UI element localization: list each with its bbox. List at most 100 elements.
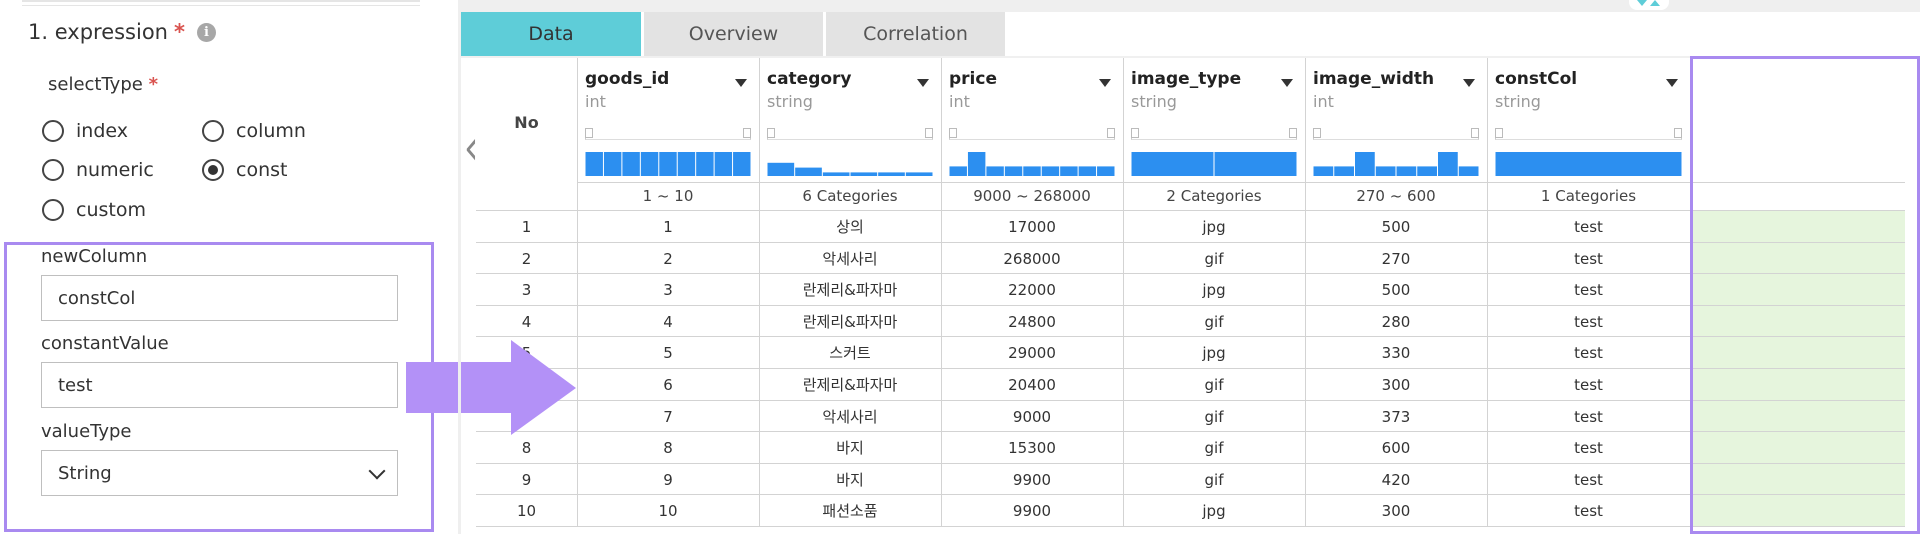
histogram-bar <box>585 152 603 176</box>
table-cell: 300 <box>1381 502 1411 521</box>
histogram-bar <box>949 166 967 176</box>
radio-circle-icon[interactable] <box>42 199 64 221</box>
range-slider[interactable] <box>949 128 1115 140</box>
select-type-label: selectType * <box>48 74 158 95</box>
column-header-0[interactable]: goods_id int 1 ~ 10 <box>577 58 759 210</box>
panel-splitter[interactable] <box>458 0 461 534</box>
table-row[interactable]: 9 9 바지 9900 gif 420 test <box>476 464 1920 496</box>
histogram-bar <box>967 152 986 176</box>
column-summary: 2 Categories <box>1166 187 1262 205</box>
column-histogram <box>585 152 751 176</box>
caret-down-icon[interactable] <box>1666 79 1678 87</box>
new-column-input[interactable]: constCol <box>41 275 398 321</box>
caret-down-icon[interactable] <box>1463 79 1475 87</box>
table-row[interactable]: 10 10 패션소품 9900 jpg 300 test <box>476 495 1920 527</box>
table-cell: gif <box>1204 470 1224 489</box>
table-row[interactable]: 77악세사리9000gif373test <box>476 401 1920 433</box>
histogram-bar <box>1041 166 1060 176</box>
caret-down-icon[interactable] <box>1281 79 1293 87</box>
histogram-bar <box>767 162 795 176</box>
constant-value-value: test <box>58 374 93 396</box>
table-row[interactable]: 3 3 란제리&파자마 22000 jpg 500 test <box>476 274 1920 306</box>
table-cell: test <box>1574 407 1603 426</box>
table-row[interactable]: 2 2 악세사리 268000 gif 270 test <box>476 243 1920 275</box>
table-cell: gif <box>1204 407 1224 426</box>
caret-down-icon[interactable] <box>1099 79 1111 87</box>
row-divider <box>476 494 1905 496</box>
table-cell: 500 <box>1381 281 1411 300</box>
histogram-bar <box>659 152 677 176</box>
header-divider <box>476 210 1905 211</box>
table-row[interactable]: 8 8 바지 15300 gif 600 test <box>476 432 1920 464</box>
table-cell: test <box>1574 502 1603 521</box>
table-cell: 280 <box>1381 312 1411 331</box>
new-column-value: constCol <box>58 287 136 309</box>
tab-data[interactable]: Data <box>461 12 641 56</box>
column-header-4[interactable]: image_width int 270 ~ 600 <box>1305 58 1487 210</box>
section-divider <box>22 0 420 6</box>
radio-numeric[interactable]: numeric <box>42 159 154 181</box>
histogram-bar <box>1214 152 1297 176</box>
radio-circle-icon[interactable] <box>42 159 64 181</box>
table-cell: 1 <box>663 218 673 236</box>
table-cell: 5 <box>663 344 673 363</box>
table-cell: 란제리&파자마 <box>802 281 898 300</box>
range-slider[interactable] <box>1131 128 1297 140</box>
tab-overview[interactable]: Overview <box>644 12 823 56</box>
value-type-select[interactable]: String <box>41 450 398 496</box>
column-name: goods_id <box>585 69 670 89</box>
constant-value-input[interactable]: test <box>41 362 398 408</box>
chevron-left-icon[interactable]: ‹ <box>464 121 479 176</box>
column-header-2[interactable]: price int 9000 ~ 268000 <box>941 58 1123 210</box>
radio-circle-icon[interactable] <box>202 120 224 142</box>
histogram-bar <box>1097 166 1115 176</box>
info-icon[interactable]: i <box>196 22 216 42</box>
range-slider[interactable] <box>1495 128 1682 140</box>
radio-index[interactable]: index <box>42 120 128 142</box>
histogram-bar <box>677 152 696 176</box>
table-cell: 9900 <box>1012 470 1052 489</box>
histogram-bar <box>1023 166 1041 176</box>
table-cell: 330 <box>1381 344 1411 363</box>
radio-checked-icon[interactable] <box>202 159 224 181</box>
table-row[interactable]: 1 1 상의 17000 jpg 500 test <box>476 211 1920 243</box>
caret-down-icon[interactable] <box>735 79 747 87</box>
table-cell: 9 <box>663 470 673 489</box>
table-cell: 상의 <box>836 218 864 236</box>
range-slider[interactable] <box>767 128 933 140</box>
table-cell: gif <box>1204 376 1224 394</box>
collapse-toggle[interactable] <box>1629 0 1669 10</box>
table-row[interactable]: 4 4 란제리&파자마 24800 gif 280 test <box>476 306 1920 338</box>
table-cell: 20400 <box>1008 376 1056 394</box>
row-number: 3 <box>521 281 532 300</box>
column-header-5[interactable]: constCol string 1 Categories <box>1487 58 1690 210</box>
radio-column[interactable]: column <box>202 120 306 142</box>
column-header-1[interactable]: category string 6 Categories <box>759 58 941 210</box>
required-mark: * <box>148 74 158 95</box>
column-header-3[interactable]: image_type string 2 Categories <box>1123 58 1305 210</box>
table-row[interactable]: 55스커트29000jpg330test <box>476 337 1920 369</box>
tab-correlation[interactable]: Correlation <box>826 12 1005 56</box>
column-summary: 9000 ~ 268000 <box>973 187 1091 205</box>
radio-custom[interactable]: custom <box>42 199 146 221</box>
range-slider[interactable] <box>585 128 751 140</box>
table-cell: 29000 <box>1008 344 1056 363</box>
table-cell: jpg <box>1202 218 1226 236</box>
column-summary: 270 ~ 600 <box>1356 187 1436 205</box>
histogram-bar <box>622 152 640 176</box>
table-cell: jpg <box>1202 344 1226 363</box>
column-name: category <box>767 69 852 89</box>
histogram-bar <box>1060 166 1078 176</box>
column-type: int <box>585 92 606 111</box>
range-slider[interactable] <box>1313 128 1479 140</box>
table-cell: 바지 <box>836 439 864 458</box>
table-cell: 패션소품 <box>822 502 878 521</box>
section-title-text: 1. expression <box>28 20 168 44</box>
caret-down-icon[interactable] <box>917 79 929 87</box>
data-preview-panel: Data Overview Correlation ‹ No goods_id i… <box>461 0 1920 534</box>
radio-const[interactable]: const <box>202 159 287 181</box>
column-type: string <box>1131 92 1177 111</box>
table-cell: test <box>1574 249 1603 268</box>
radio-circle-icon[interactable] <box>42 120 64 142</box>
